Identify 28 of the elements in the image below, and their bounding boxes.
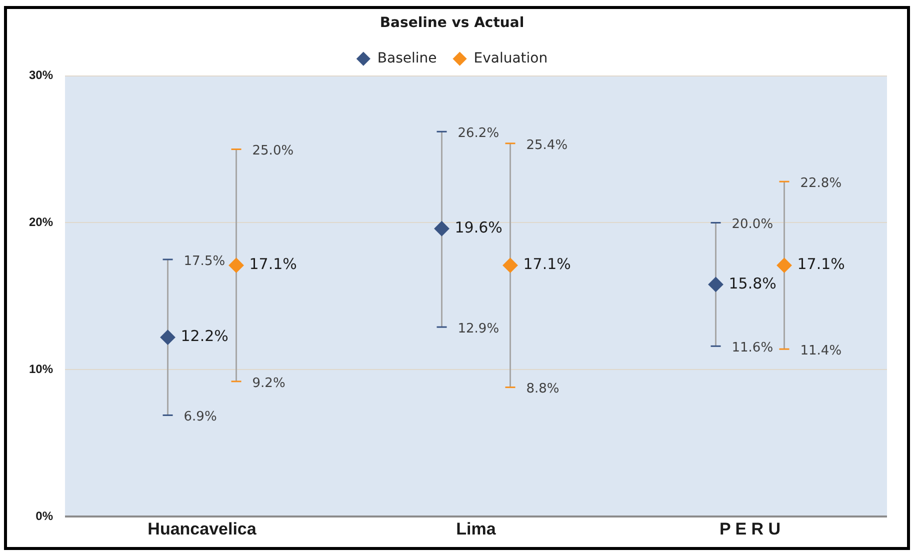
legend-label: Baseline <box>377 50 437 66</box>
annotation: 8.8% <box>526 382 560 397</box>
data-label: 19.6% <box>454 218 502 236</box>
annotation: 25.0% <box>252 144 294 159</box>
data-label: 15.8% <box>728 274 776 292</box>
x-tick-label: Huancavelica <box>148 519 257 538</box>
data-label: 17.1% <box>249 255 297 274</box>
annotation: 20.0% <box>732 217 774 232</box>
annotation: 11.4% <box>800 343 842 358</box>
legend-label: Evaluation <box>474 50 548 66</box>
y-tick-label: 30% <box>28 68 54 82</box>
x-tick-label: Lima <box>456 519 496 538</box>
annotation: 26.2% <box>458 126 500 142</box>
annotation: 12.9% <box>458 321 500 336</box>
data-label: 17.1% <box>797 255 845 274</box>
y-tick-label: 10% <box>28 362 54 376</box>
y-tick-label: 20% <box>28 215 54 230</box>
chart-title: Baseline vs Actual <box>380 15 524 32</box>
data-label: 12.2% <box>180 327 228 346</box>
annotation: 6.9% <box>184 410 217 425</box>
annotation: 17.5% <box>184 254 226 269</box>
x-tick-label: P E R U <box>719 519 781 538</box>
annotation: 9.2% <box>252 376 286 391</box>
y-tick-label: 0% <box>36 508 54 523</box>
annotation: 25.4% <box>526 138 568 153</box>
annotation: 22.8% <box>800 176 842 191</box>
data-label: 17.1% <box>523 255 571 274</box>
annotation: 11.6% <box>732 340 774 356</box>
